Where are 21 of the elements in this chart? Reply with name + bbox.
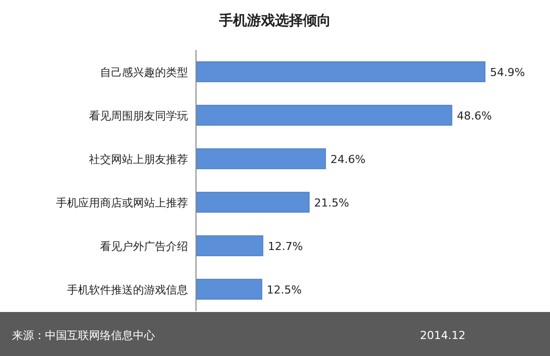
- source-note: 来源：中国互联网络信息中心: [12, 329, 155, 342]
- y-tick-label: 看见户外广告介绍: [100, 240, 188, 253]
- y-tick-label: 社交网站上朋友推荐: [89, 152, 188, 166]
- bar: [196, 278, 262, 300]
- data-label: 54.9%: [490, 66, 525, 79]
- data-label: 48.6%: [456, 109, 492, 122]
- bar: [196, 192, 310, 213]
- data-label: 12.5%: [266, 283, 302, 296]
- bar: [196, 148, 326, 170]
- chart-title: 手机游戏选择倾向: [218, 12, 331, 29]
- bar: [196, 61, 486, 82]
- y-tick-label: 手机应用商店或网站上推荐: [56, 196, 188, 210]
- bar: [196, 235, 264, 256]
- bar: [196, 104, 452, 126]
- data-label: 21.5%: [314, 196, 350, 210]
- data-label: 24.6%: [330, 152, 366, 166]
- data-label: 12.7%: [268, 240, 303, 253]
- y-tick-label: 手机软件推送的游戏信息: [67, 283, 188, 296]
- text: 2014.12: [420, 329, 466, 342]
- y-tick-label: 看见周围朋友同学玩: [89, 109, 188, 122]
- y-tick-label: 自己感兴趣的类型: [100, 66, 188, 79]
